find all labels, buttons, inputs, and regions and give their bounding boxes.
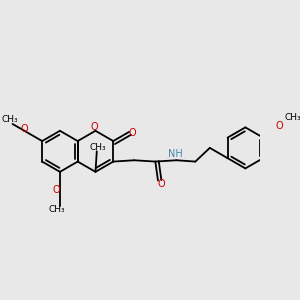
- Text: CH₃: CH₃: [49, 206, 65, 214]
- Text: O: O: [20, 124, 28, 134]
- Text: CH₃: CH₃: [90, 143, 106, 152]
- Text: CH₃: CH₃: [2, 115, 18, 124]
- Text: O: O: [157, 179, 165, 190]
- Text: O: O: [128, 128, 136, 138]
- Text: O: O: [53, 185, 61, 195]
- Text: CH₃: CH₃: [285, 113, 300, 122]
- Text: NH: NH: [168, 149, 182, 160]
- Text: O: O: [90, 122, 98, 132]
- Text: O: O: [275, 122, 283, 131]
